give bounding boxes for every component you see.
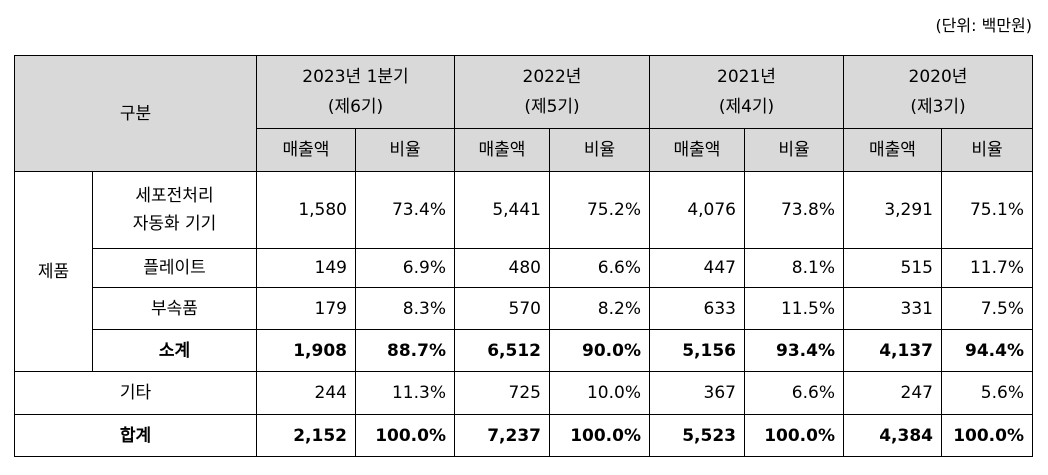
cell: 8.2% xyxy=(549,287,650,330)
cell: 570 xyxy=(454,287,550,330)
cell: 90.0% xyxy=(549,329,650,372)
cell: 6,512 xyxy=(454,329,550,372)
cell: 100.0% xyxy=(549,414,650,457)
cell: 93.4% xyxy=(744,329,844,372)
ratio-header: 비율 xyxy=(549,128,650,172)
period-header: 2023년 1분기 (제6기) xyxy=(256,55,455,129)
table-row: 부속품 179 8.3% 570 8.2% 633 11.5% 331 7.5% xyxy=(15,287,1033,330)
sales-table: 구분 2023년 1분기 (제6기) 2022년 (제5기) 2021년 (제4기) … xyxy=(14,55,1033,457)
cell: 7.5% xyxy=(941,287,1033,330)
period-header: 2020년 (제3기) xyxy=(843,55,1033,129)
table-row: 기타 244 11.3% 725 10.0% 367 6.6% 247 5.6% xyxy=(14,371,1033,415)
table-row: 플레이트 149 6.9% 480 6.6% 447 8.1% 515 11.7… xyxy=(15,248,1033,288)
cell: 4,137 xyxy=(843,329,942,372)
cell: 6.6% xyxy=(744,371,844,415)
cell: 100.0% xyxy=(355,414,455,457)
row-label: 합계 xyxy=(14,414,257,457)
row-label: 부속품 xyxy=(92,287,257,330)
cell: 1,580 xyxy=(256,171,356,249)
cell: 100.0% xyxy=(941,414,1033,457)
cell: 8.1% xyxy=(744,248,844,288)
cell: 3,291 xyxy=(843,171,942,249)
cell: 179 xyxy=(256,287,356,330)
ratio-header: 비율 xyxy=(355,128,455,172)
sales-header: 매출액 xyxy=(843,128,942,172)
cell: 515 xyxy=(843,248,942,288)
cell: 244 xyxy=(256,371,356,415)
cell: 73.8% xyxy=(744,171,844,249)
cell: 725 xyxy=(454,371,550,415)
period-header: 2021년 (제4기) xyxy=(649,55,844,129)
subtotal-row: 소계 1,908 88.7% 6,512 90.0% 5,156 93.4% 4… xyxy=(15,329,1033,372)
sales-header: 매출액 xyxy=(454,128,550,172)
cell: 100.0% xyxy=(744,414,844,457)
cell: 367 xyxy=(649,371,745,415)
cell: 2,152 xyxy=(256,414,356,457)
row-label: 플레이트 xyxy=(92,248,257,288)
cell: 5.6% xyxy=(941,371,1033,415)
table-row: 제품 세포전처리 자동화 기기 1,580 73.4% 5,441 75.2% 4… xyxy=(14,171,1033,372)
cell: 5,523 xyxy=(649,414,745,457)
group-label: 제품 xyxy=(14,171,93,372)
ratio-header: 비율 xyxy=(941,128,1033,172)
cell: 75.1% xyxy=(941,171,1033,249)
cell: 5,156 xyxy=(649,329,745,372)
cell: 11.5% xyxy=(744,287,844,330)
cell: 11.3% xyxy=(355,371,455,415)
cell: 6.6% xyxy=(549,248,650,288)
cell: 7,237 xyxy=(454,414,550,457)
cell: 1,908 xyxy=(256,329,356,372)
cell: 11.7% xyxy=(941,248,1033,288)
cell: 4,384 xyxy=(843,414,942,457)
row-label: 기타 xyxy=(14,371,257,415)
sales-header: 매출액 xyxy=(649,128,745,172)
cell: 6.9% xyxy=(355,248,455,288)
total-row: 합계 2,152 100.0% 7,237 100.0% 5,523 100.0… xyxy=(14,414,1033,457)
cell: 75.2% xyxy=(549,171,650,249)
cell: 8.3% xyxy=(355,287,455,330)
period-header: 2022년 (제5기) xyxy=(454,55,650,129)
cell: 149 xyxy=(256,248,356,288)
category-header: 구분 xyxy=(14,55,257,172)
cell: 480 xyxy=(454,248,550,288)
cell: 4,076 xyxy=(649,171,745,249)
cell: 88.7% xyxy=(355,329,455,372)
cell: 331 xyxy=(843,287,942,330)
cell: 10.0% xyxy=(549,371,650,415)
cell: 94.4% xyxy=(941,329,1033,372)
ratio-header: 비율 xyxy=(744,128,844,172)
cell: 73.4% xyxy=(355,171,455,249)
row-label: 세포전처리 자동화 기기 xyxy=(92,171,257,249)
cell: 5,441 xyxy=(454,171,550,249)
row-label: 소계 xyxy=(92,329,257,372)
sales-header: 매출액 xyxy=(256,128,356,172)
cell: 247 xyxy=(843,371,942,415)
unit-label: (단위: 백만원) xyxy=(935,16,1032,35)
cell: 447 xyxy=(649,248,745,288)
cell: 633 xyxy=(649,287,745,330)
